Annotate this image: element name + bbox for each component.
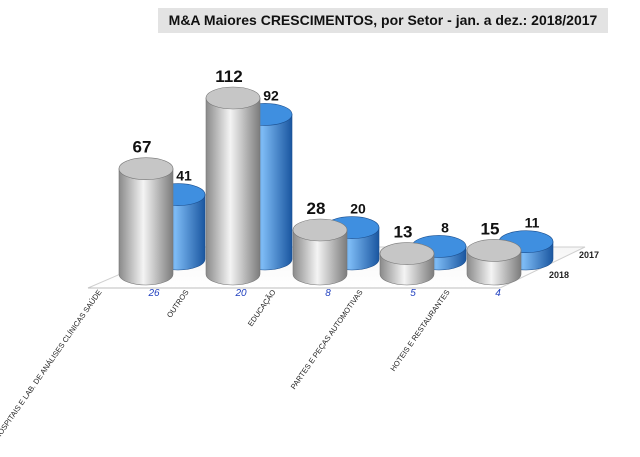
bar-2018-educa-o-body xyxy=(292,229,348,286)
data-label-2018-outros: 112 xyxy=(215,67,242,86)
category-label-partes-e-pe-as-automotivas: PARTES E PEÇAS AUTOMOTIVAS xyxy=(289,288,365,391)
category-label-educa-o: EDUCAÇÃO xyxy=(246,288,278,328)
bar-2018-partes-e-pe-as-automotivas xyxy=(379,242,435,286)
bar-2018-hoteis-e-restaurantes xyxy=(466,239,522,286)
bar-2018-outros-top xyxy=(205,86,261,110)
bar-2018-outros-body xyxy=(205,97,261,286)
bar-2018-hospitais-e-lab-de-an-lises-cl-nicas-sa-de-top xyxy=(118,157,174,181)
data-label-2017-partes-e-pe-as-automotivas: 8 xyxy=(441,219,449,235)
data-label-2017-outros: 92 xyxy=(263,87,279,103)
data-label-2017-hoteis-e-restaurantes: 11 xyxy=(525,215,540,231)
data-label-2018-hospitais-e-lab-de-an-lises-cl-nicas-sa-de: 67 xyxy=(133,138,152,157)
bar-2018-hoteis-e-restaurantes-top xyxy=(466,239,522,262)
series-label-2018: 2018 xyxy=(549,270,569,280)
data-label-2017-hospitais-e-lab-de-an-lises-cl-nicas-sa-de: 41 xyxy=(176,168,192,184)
bar-2018-educa-o-top xyxy=(292,218,348,242)
category-label-hoteis-e-restaurantes: HOTEIS E RESTAURANTES xyxy=(388,288,451,373)
data-label-2018-partes-e-pe-as-automotivas: 13 xyxy=(394,223,413,242)
series-label-2017: 2017 xyxy=(579,250,599,260)
category-label-outros: OUTROS xyxy=(165,288,191,319)
data-label-2017-educa-o: 20 xyxy=(350,201,366,217)
category-label-hospitais-e-lab-de-an-lises-cl-nicas-sa-de: HOSPITAIS E LAB. DE ANÁLISES CLÍNICAS SA… xyxy=(0,288,104,441)
difference-label-hoteis-e-restaurantes: 4 xyxy=(495,288,501,299)
difference-label-partes-e-pe-as-automotivas: 5 xyxy=(410,288,416,299)
difference-label-educa-o: 8 xyxy=(325,288,331,299)
bar-2018-educa-o xyxy=(292,218,348,286)
bar-2018-outros xyxy=(205,86,261,286)
bar-2018-hospitais-e-lab-de-an-lises-cl-nicas-sa-de xyxy=(118,157,174,286)
data-label-2018-hoteis-e-restaurantes: 15 xyxy=(481,219,500,238)
bar-2018-partes-e-pe-as-automotivas-top xyxy=(379,242,435,265)
difference-label-outros: 20 xyxy=(234,288,247,299)
data-label-2018-educa-o: 28 xyxy=(307,199,326,218)
chart-title: M&A Maiores CRESCIMENTOS, por Setor - ja… xyxy=(158,8,608,33)
difference-label-hospitais-e-lab-de-an-lises-cl-nicas-sa-de: 26 xyxy=(147,288,160,299)
bar-2018-hospitais-e-lab-de-an-lises-cl-nicas-sa-de-body xyxy=(118,168,174,286)
